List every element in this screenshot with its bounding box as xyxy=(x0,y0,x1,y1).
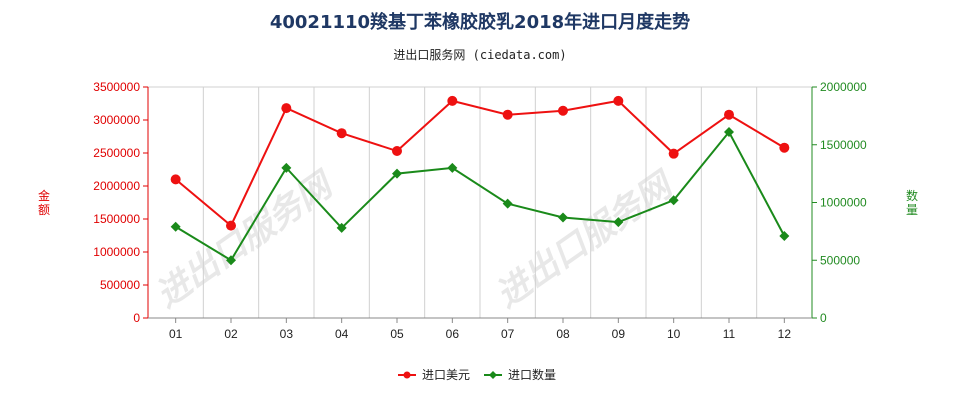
data-point-circle xyxy=(502,109,513,120)
y-left-tick-label: 2500000 xyxy=(93,146,140,160)
legend-label-2: 进口数量 xyxy=(508,367,556,382)
y-left-tick-label: 3500000 xyxy=(93,80,140,94)
data-point-diamond xyxy=(558,212,568,223)
data-point-circle xyxy=(724,109,734,120)
x-tick-label: 08 xyxy=(556,327,570,341)
watermark-1: 进出口服务网 xyxy=(489,163,683,316)
data-point-diamond xyxy=(724,127,734,138)
y-left-tick-label: 500000 xyxy=(100,278,140,292)
y-right-tick-label: 500000 xyxy=(820,253,860,267)
data-point-circle xyxy=(779,142,790,153)
data-point-circle xyxy=(447,95,458,106)
y-right-tick-label: 1000000 xyxy=(820,196,867,210)
series-line-1 xyxy=(175,99,785,228)
data-point-circle xyxy=(392,146,402,157)
y-left-tick-label: 2000000 xyxy=(93,179,140,193)
data-point-diamond xyxy=(779,230,790,241)
data-point-circle xyxy=(170,174,181,185)
legend-marker-diamond xyxy=(489,371,497,379)
chart-title: 40021110羧基丁苯橡胶胶乳2018年进口月度走势 xyxy=(269,12,691,33)
x-tick-label: 05 xyxy=(390,327,404,341)
y-right-tick-label: 0 xyxy=(820,311,827,325)
x-tick-label: 02 xyxy=(224,327,238,341)
data-point-diamond xyxy=(392,168,402,179)
y-left-tick-label: 3000000 xyxy=(93,113,140,127)
x-tick-label: 07 xyxy=(501,327,515,341)
data-point-diamond xyxy=(281,162,292,173)
data-point-circle xyxy=(281,103,292,114)
x-tick-label: 03 xyxy=(280,327,294,341)
chart-subtitle: 进出口服务网 (ciedata.com) xyxy=(393,48,567,62)
x-tick-label: 10 xyxy=(667,327,681,341)
legend-marker-circle xyxy=(403,371,411,379)
data-point-diamond xyxy=(447,162,458,173)
y-right-tick-label: 1500000 xyxy=(820,138,867,152)
x-tick-label: 04 xyxy=(335,327,349,341)
y-left-tick-label: 1500000 xyxy=(93,212,140,226)
y-axis-right-label: 数量 xyxy=(906,188,918,217)
x-tick-label: 09 xyxy=(612,327,626,341)
data-point-diamond xyxy=(226,255,236,266)
data-point-diamond xyxy=(170,221,181,232)
legend-label-1: 进口美元 xyxy=(422,368,470,382)
data-point-circle xyxy=(613,95,624,106)
x-tick-label: 01 xyxy=(169,327,183,341)
data-point-diamond xyxy=(668,195,679,206)
x-tick-label: 06 xyxy=(446,327,460,341)
y-left-tick-label: 1000000 xyxy=(93,245,140,259)
data-point-circle xyxy=(558,105,568,116)
data-point-circle xyxy=(226,220,236,231)
y-axis-left-label: 金额 xyxy=(38,188,50,217)
y-right-tick-label: 2000000 xyxy=(820,80,867,94)
x-tick-label: 12 xyxy=(778,327,792,341)
data-point-circle xyxy=(668,148,679,159)
y-left-tick-label: 0 xyxy=(133,311,140,325)
data-point-diamond xyxy=(613,217,624,228)
x-tick-label: 11 xyxy=(723,327,736,341)
data-point-diamond xyxy=(502,198,513,209)
data-point-circle xyxy=(336,128,347,139)
data-point-diamond xyxy=(336,222,347,233)
series-line-2 xyxy=(175,130,786,262)
